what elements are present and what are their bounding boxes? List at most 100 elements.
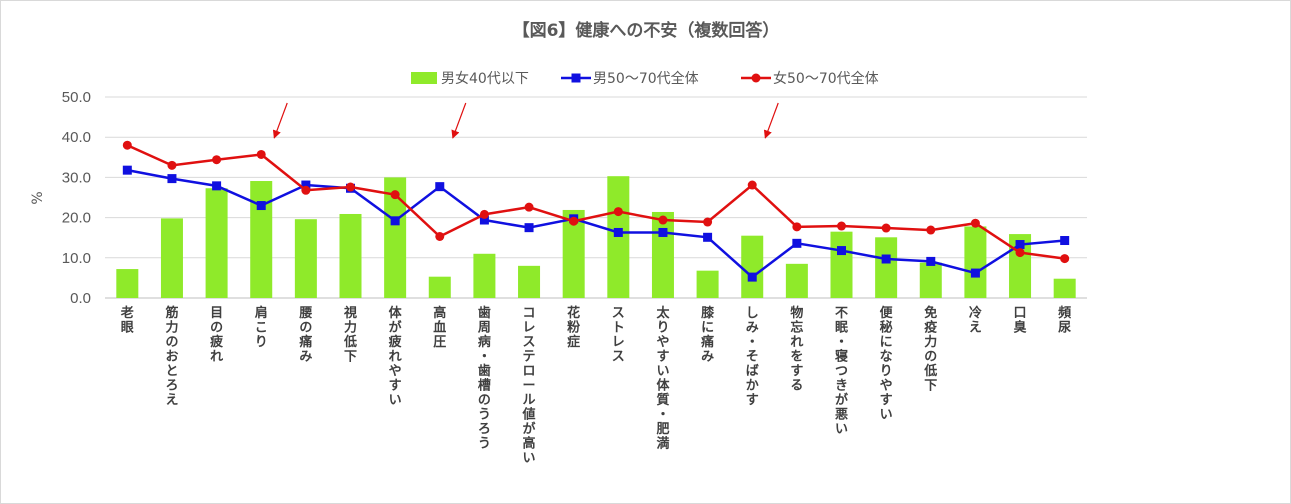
category-label: 頻尿 <box>1058 305 1071 336</box>
line-marker <box>747 272 757 282</box>
line-marker <box>524 223 534 233</box>
line-marker <box>970 268 980 278</box>
line-marker <box>837 221 846 231</box>
line-marker <box>703 232 713 242</box>
line-marker <box>926 225 936 235</box>
line-marker <box>1015 240 1025 250</box>
line-marker <box>435 231 445 241</box>
line-marker <box>569 216 579 226</box>
line-marker <box>703 217 713 227</box>
category-label: コレステロール値が高い <box>522 306 536 466</box>
legend-swatch <box>411 72 437 84</box>
line-marker <box>1015 248 1025 258</box>
category-label: 不眠・寝つきが悪い <box>835 306 848 437</box>
line-marker <box>301 185 311 195</box>
annotation-arrow <box>272 102 288 139</box>
category-label: 筋力のおとろえ <box>164 305 178 408</box>
category-label: 冷え <box>969 305 982 336</box>
line-marker <box>613 227 623 237</box>
y-tick-label: 30.0 <box>62 169 91 186</box>
category-label: ストレス <box>612 306 625 365</box>
line-marker <box>212 181 222 191</box>
category-label: 便秘になりやすい <box>880 305 894 423</box>
bar-series <box>116 176 1076 298</box>
bar <box>339 213 362 298</box>
category-label: 肩こり <box>255 305 268 350</box>
category-label: 体が疲れやすい <box>389 305 403 408</box>
line-marker <box>881 223 891 233</box>
y-tick-label: 0.0 <box>70 290 91 307</box>
line-marker <box>881 254 891 264</box>
line-marker <box>167 174 177 184</box>
line-marker <box>747 180 757 190</box>
category-label: 膝に痛み <box>700 305 715 365</box>
bar <box>830 231 853 298</box>
chart-title: 【図6】健康への不安（複数回答） <box>513 20 780 41</box>
line-marker <box>256 149 266 159</box>
line-marker <box>658 215 668 225</box>
line-marker <box>613 207 623 217</box>
line-series <box>122 140 1070 282</box>
category-label: 目の疲れ <box>210 306 223 365</box>
y-tick-label: 40.0 <box>62 129 91 146</box>
line-marker <box>212 155 222 165</box>
legend-label: 男50～70代全体 <box>593 70 699 87</box>
y-tick-label: 10.0 <box>62 250 91 267</box>
legend: 男女40代以下 男50～70代全体 女50～70代全体 <box>411 70 879 87</box>
bar <box>607 176 630 298</box>
y-tick-label: 20.0 <box>62 210 91 227</box>
line-marker <box>479 215 489 225</box>
annotation-arrows <box>272 102 779 139</box>
line-marker <box>837 246 846 256</box>
line-marker <box>435 182 445 192</box>
legend-marker <box>751 73 761 83</box>
line-marker <box>122 140 132 150</box>
legend-marker <box>571 73 581 83</box>
bar <box>116 269 139 298</box>
line-marker <box>390 216 400 226</box>
y-axis-label: % <box>30 191 46 204</box>
bar <box>875 237 898 298</box>
line-marker <box>792 238 802 248</box>
category-label: しみ・そばかす <box>746 306 759 408</box>
line-marker <box>970 218 980 228</box>
line-marker <box>524 202 534 212</box>
category-label: 視力低下 <box>343 305 357 365</box>
bar <box>964 226 987 298</box>
bar <box>562 209 585 298</box>
bar <box>919 262 942 298</box>
bar <box>741 235 764 298</box>
bar <box>473 253 496 298</box>
y-axis-ticks: 0.0 10.0 20.0 30.0 40.0 50.0 <box>62 89 91 307</box>
category-label: 口臭 <box>1014 306 1027 336</box>
bar <box>518 265 541 298</box>
category-label: 花粉症 <box>567 305 580 350</box>
line-marker <box>167 160 177 170</box>
bar <box>294 219 317 298</box>
category-label: 高血圧 <box>433 305 446 350</box>
bar <box>205 188 228 298</box>
line-marker <box>256 201 266 211</box>
bar <box>1053 278 1076 298</box>
bar <box>250 181 273 298</box>
bar <box>651 211 674 298</box>
category-label: 太りやすい体質・肥満 <box>655 305 670 452</box>
category-label: 老眼 <box>120 305 135 336</box>
category-label: 物忘れをする <box>790 305 803 394</box>
line-marker <box>658 227 668 237</box>
bar <box>428 276 451 298</box>
bar <box>785 263 808 298</box>
line-marker <box>346 182 355 192</box>
line-marker <box>792 222 802 232</box>
bar <box>160 218 183 298</box>
line-marker <box>122 165 132 175</box>
legend-label: 男女40代以下 <box>441 70 529 87</box>
annotation-arrow <box>451 102 467 139</box>
line-marker <box>1060 254 1070 264</box>
line-marker <box>926 256 936 266</box>
series-line <box>126 144 1065 260</box>
line-marker <box>479 209 489 219</box>
line-marker <box>301 180 311 190</box>
